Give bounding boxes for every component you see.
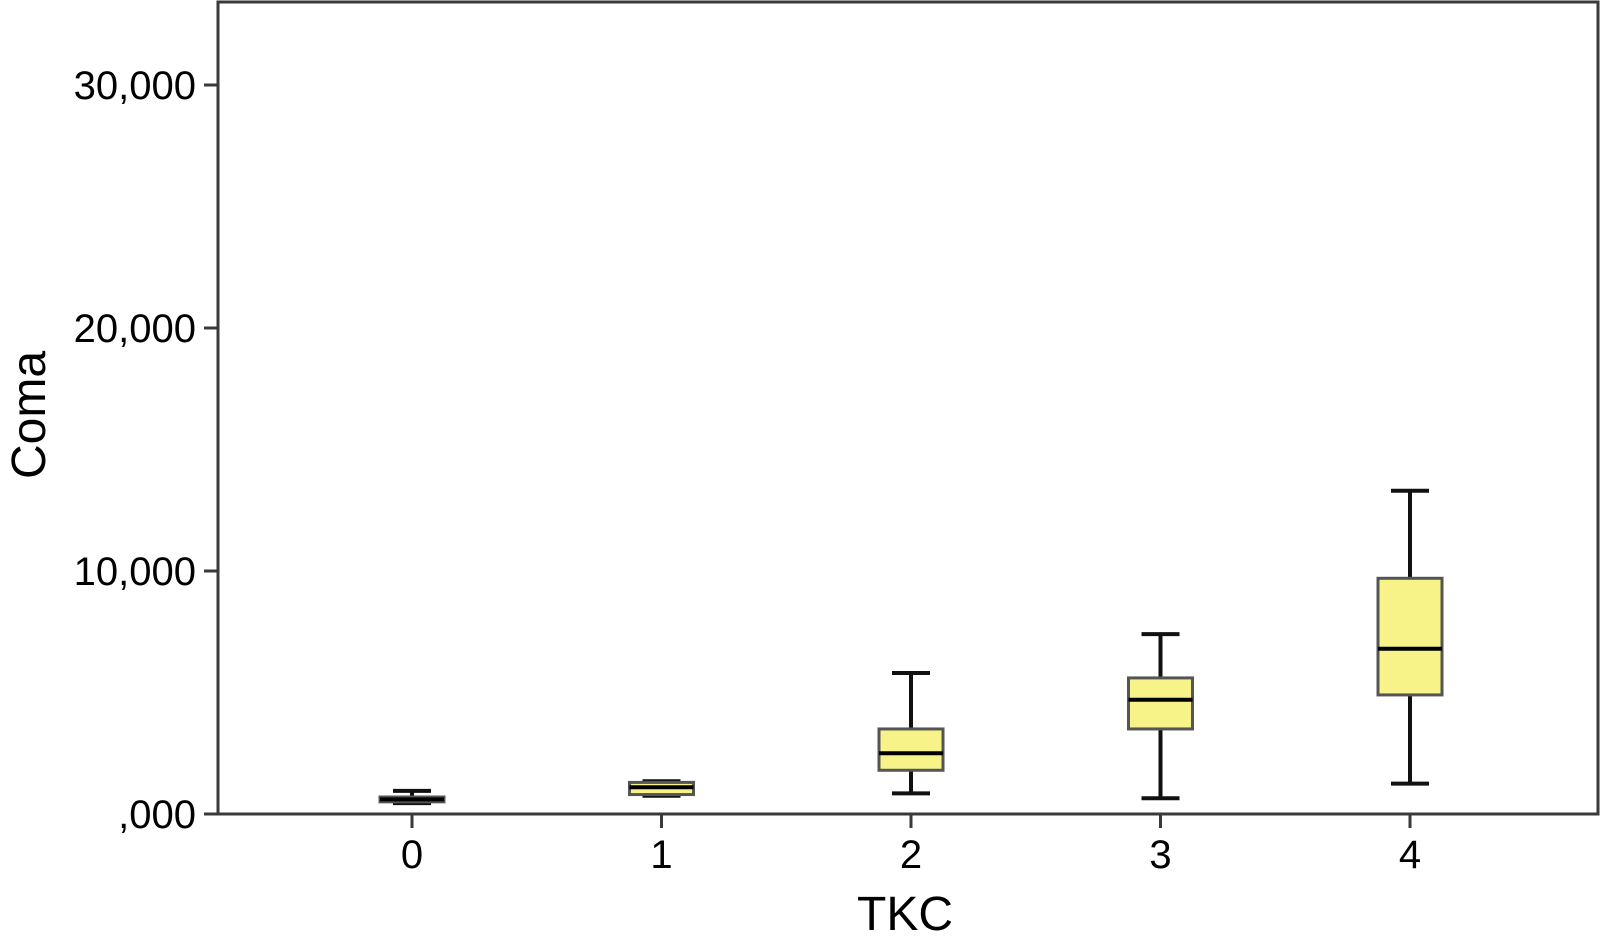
y-axis: ,000 10,000 20,000 30,000 bbox=[74, 64, 218, 837]
y-axis-title: Coma bbox=[3, 351, 56, 479]
y-tick-label: 20,000 bbox=[74, 307, 196, 351]
box-0 bbox=[378, 788, 446, 806]
x-tick-label: 2 bbox=[900, 833, 922, 877]
iqr-box bbox=[1376, 576, 1444, 697]
y-tick-label: 10,000 bbox=[74, 550, 196, 594]
x-axis: 0 1 2 3 4 bbox=[401, 814, 1421, 877]
box-1 bbox=[628, 779, 695, 798]
x-tick-label: 1 bbox=[650, 833, 672, 877]
box-3 bbox=[1127, 632, 1194, 801]
iqr-box bbox=[1127, 676, 1194, 731]
plot-frame bbox=[216, 0, 1600, 816]
box-4 bbox=[1376, 488, 1444, 786]
x-tick-label: 0 bbox=[401, 833, 423, 877]
boxes bbox=[378, 488, 1444, 806]
x-axis-title: TKC bbox=[857, 888, 953, 941]
x-tick-label: 3 bbox=[1149, 833, 1171, 877]
iqr-box bbox=[877, 727, 945, 772]
y-tick-label: ,000 bbox=[118, 793, 196, 837]
box-2 bbox=[877, 671, 945, 796]
y-tick-label: 30,000 bbox=[74, 64, 196, 108]
x-tick-label: 4 bbox=[1399, 833, 1421, 877]
